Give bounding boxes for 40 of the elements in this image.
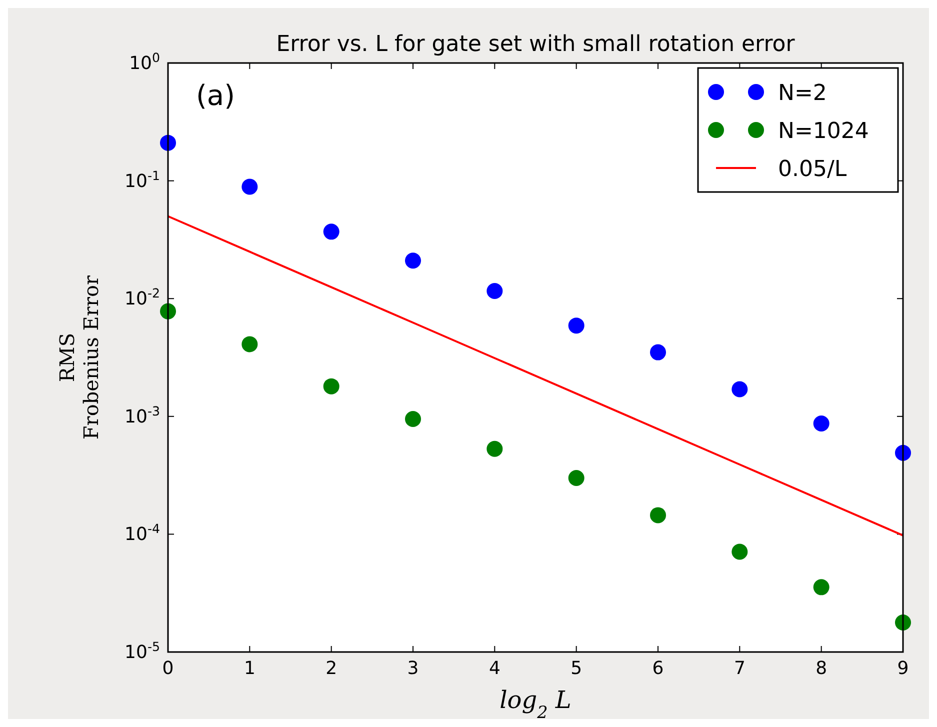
x-tick-label: 7 xyxy=(734,658,746,679)
x-tick-label: 4 xyxy=(488,658,500,679)
y-tick-label: 10$^{-2}$ xyxy=(124,285,160,310)
point xyxy=(568,318,584,334)
legend-label: N=2 xyxy=(778,81,827,106)
x-tick-label: 8 xyxy=(816,658,828,679)
y-tick-label: 10$^{-4}$ xyxy=(124,520,160,546)
y-tick-label: 10$^{-3}$ xyxy=(124,402,160,428)
y-tick-label: 10$^{0}$ xyxy=(129,50,160,74)
point xyxy=(813,416,830,432)
y-axis-title: RMS Frobenius Error xyxy=(55,274,103,440)
point xyxy=(242,336,258,352)
point xyxy=(813,579,830,596)
point xyxy=(323,224,340,240)
x-tick-label: 1 xyxy=(244,658,256,679)
x-tick-label: 0 xyxy=(162,658,174,679)
x-tick-label: 2 xyxy=(326,658,338,679)
legend-label: 0.05/L xyxy=(778,157,848,182)
y-tick-label: 10$^{-1}$ xyxy=(124,167,160,192)
point xyxy=(650,344,666,360)
point xyxy=(732,381,748,398)
x-tick-label: 6 xyxy=(652,658,664,679)
point xyxy=(405,252,421,269)
point xyxy=(405,411,421,428)
x-axis-title: log$_{2}$ L xyxy=(500,686,572,722)
point xyxy=(568,470,584,486)
line-series xyxy=(167,215,904,536)
point xyxy=(242,178,258,195)
point xyxy=(732,544,748,560)
annotation: (a) xyxy=(196,79,236,112)
point xyxy=(486,440,503,457)
x-tick-label: 9 xyxy=(897,658,909,679)
legend-label: N=1024 xyxy=(778,119,869,144)
x-tick-label: 3 xyxy=(407,658,419,679)
y-tick-label: 10$^{-5}$ xyxy=(124,638,160,663)
point xyxy=(650,507,666,524)
x-tick-label: 5 xyxy=(570,658,582,679)
point xyxy=(323,378,340,394)
chart-title: Error vs. L for gate set with small rotation error xyxy=(276,32,796,57)
point xyxy=(486,283,503,300)
